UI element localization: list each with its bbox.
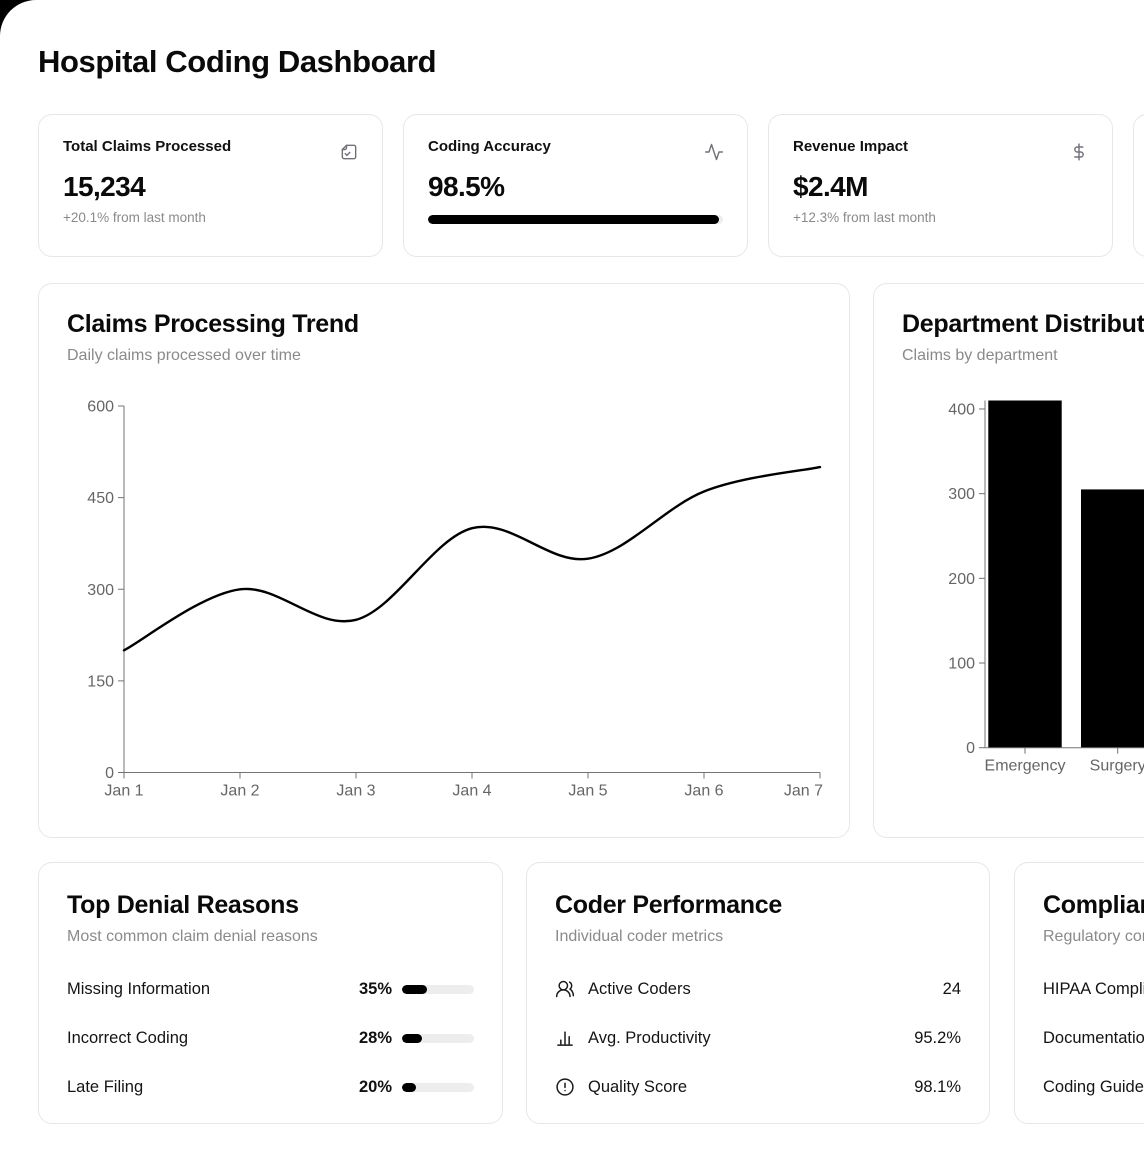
stat-card-revenue-impact: Revenue Impact $2.4M +12.3% from last mo… [768, 114, 1113, 257]
denial-progress-track [402, 1033, 474, 1043]
accuracy-progress-fill [428, 215, 719, 224]
denial-progress-fill [402, 1033, 423, 1043]
svg-text:600: 600 [87, 399, 114, 416]
panel-title: Coder Performance [555, 891, 782, 919]
svg-text:200: 200 [948, 571, 975, 588]
dollar-sign-icon [1069, 142, 1089, 162]
denial-row: Incorrect Coding 28% [67, 1027, 474, 1049]
svg-text:Jan 2: Jan 2 [220, 783, 259, 800]
denial-progress-fill [402, 1082, 417, 1092]
denial-row: Late Filing 20% [67, 1076, 474, 1098]
coder-metric-label: Quality Score [588, 1077, 688, 1096]
compliance-card: Compliance Status Regulatory compliance … [1014, 862, 1144, 1124]
users-icon [555, 979, 575, 999]
svg-text:400: 400 [948, 401, 975, 418]
chart-title: Claims Processing Trend [67, 310, 359, 338]
svg-text:Jan 7: Jan 7 [784, 783, 823, 800]
stat-label: Revenue Impact [793, 138, 909, 155]
compliance-row: Coding Guidelines [1043, 1076, 1144, 1098]
svg-text:0: 0 [105, 765, 114, 782]
denial-reason-label: Late Filing [67, 1077, 144, 1096]
accuracy-progress-track [428, 215, 723, 224]
denial-progress-fill [402, 984, 428, 994]
compliance-item-label: Coding Guidelines [1043, 1077, 1144, 1096]
coder-metric-row: Active Coders 24 [555, 978, 961, 1000]
svg-text:100: 100 [948, 656, 975, 673]
alert-circle-icon [555, 1077, 575, 1097]
denial-pct: 35% [358, 979, 392, 998]
stat-card-clipped [1133, 114, 1144, 257]
svg-text:150: 150 [87, 673, 114, 690]
department-bar-chart[interactable]: 0 100 200 300 400 Emergency Surgery [874, 284, 1144, 839]
file-check-icon [339, 142, 359, 162]
coder-metric-value: 24 [942, 979, 961, 998]
chart-subtitle: Claims by department [902, 347, 1058, 364]
denial-progress-track [402, 1082, 474, 1092]
svg-text:Jan 4: Jan 4 [452, 783, 491, 800]
chart-subtitle: Daily claims processed over time [67, 347, 301, 364]
coder-metric-value: 95.2% [914, 1028, 961, 1047]
svg-text:300: 300 [87, 582, 114, 599]
svg-text:Emergency: Emergency [985, 758, 1066, 775]
coder-metric-label: Avg. Productivity [588, 1028, 711, 1047]
stat-delta: +20.1% from last month [63, 210, 206, 225]
panel-title: Top Denial Reasons [67, 891, 299, 919]
svg-text:Jan 5: Jan 5 [568, 783, 607, 800]
svg-text:300: 300 [948, 486, 975, 503]
stat-value: 15,234 [63, 171, 146, 202]
stat-card-total-claims: Total Claims Processed 15,234 +20.1% fro… [38, 114, 383, 257]
bar-chart-icon [555, 1028, 575, 1048]
compliance-row: HIPAA Compliance [1043, 978, 1144, 1000]
denial-row: Missing Information 35% [67, 978, 474, 1000]
panel-subtitle: Individual coder metrics [555, 928, 724, 945]
svg-text:0: 0 [966, 740, 975, 757]
coder-rows: Active Coders 24 Avg. Productivity 95.2% [555, 978, 961, 1098]
denial-reason-label: Missing Information [67, 979, 211, 998]
panel-subtitle: Regulatory compliance [1043, 928, 1144, 945]
stat-label: Coding Accuracy [428, 138, 551, 155]
page-title: Hospital Coding Dashboard [38, 44, 437, 79]
coder-metric-label: Active Coders [588, 979, 691, 998]
stat-value: $2.4M [793, 171, 868, 202]
coder-metric-row: Avg. Productivity 95.2% [555, 1027, 961, 1049]
claims-trend-line-chart[interactable]: 0 150 300 450 600 Jan 1 Jan 2 Jan 3 Jan 4 Jan 5 Ja… [39, 284, 851, 839]
stat-label: Total Claims Processed [63, 138, 232, 155]
stat-value: 98.5% [428, 171, 505, 202]
coder-metric-row: Quality Score 98.1% [555, 1076, 961, 1098]
coder-metric-value: 98.1% [914, 1077, 961, 1096]
coder-performance-card: Coder Performance Individual coder metri… [526, 862, 990, 1124]
activity-icon [704, 142, 724, 162]
compliance-item-label: HIPAA Compliance [1043, 979, 1144, 998]
svg-text:Jan 3: Jan 3 [336, 783, 375, 800]
denial-progress-track [402, 984, 474, 994]
denial-pct: 20% [358, 1077, 392, 1096]
compliance-row: Documentation [1043, 1027, 1144, 1049]
claims-trend-card: Claims Processing Trend Daily claims pro… [38, 283, 850, 838]
stat-delta: +12.3% from last month [793, 210, 936, 225]
compliance-rows: HIPAA Compliance Documentation Coding Gu… [1043, 978, 1144, 1098]
panel-title: Compliance Status [1043, 891, 1144, 919]
top-denial-reasons-card: Top Denial Reasons Most common claim den… [38, 862, 503, 1124]
denial-rows: Missing Information 35% Incorrect Coding… [67, 978, 474, 1098]
denial-reason-label: Incorrect Coding [67, 1028, 189, 1047]
svg-text:Surgery: Surgery [1090, 758, 1144, 775]
svg-text:Jan 1: Jan 1 [104, 783, 143, 800]
chart-title: Department Distribution [902, 310, 1144, 338]
svg-text:450: 450 [87, 490, 114, 507]
denial-pct: 28% [358, 1028, 392, 1047]
department-distribution-card: Department Distribution Claims by depart… [873, 283, 1144, 838]
compliance-item-label: Documentation [1043, 1028, 1144, 1047]
stat-card-coding-accuracy: Coding Accuracy 98.5% [403, 114, 748, 257]
svg-text:Jan 6: Jan 6 [684, 783, 723, 800]
panel-subtitle: Most common claim denial reasons [67, 928, 318, 945]
